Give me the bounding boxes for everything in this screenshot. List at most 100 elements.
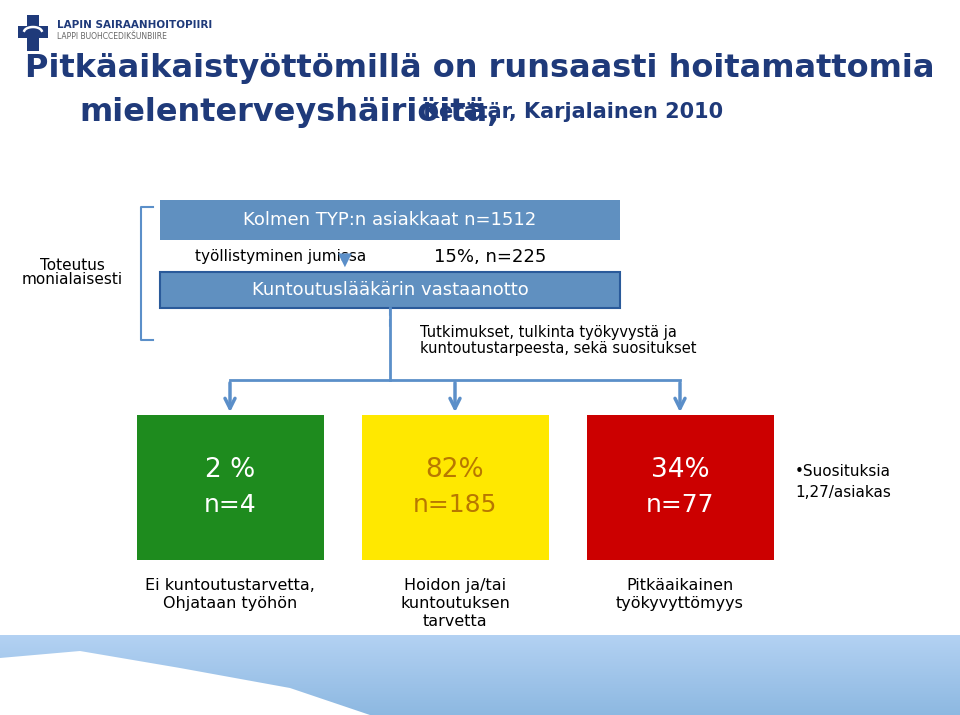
Text: kuntoutuksen: kuntoutuksen bbox=[400, 596, 510, 611]
Bar bbox=[0, 669, 960, 670]
Bar bbox=[0, 660, 960, 661]
Bar bbox=[362, 415, 548, 560]
Bar bbox=[0, 664, 960, 665]
Bar bbox=[0, 677, 960, 679]
Bar bbox=[587, 415, 774, 560]
Bar bbox=[0, 685, 960, 686]
Text: 15%, n=225: 15%, n=225 bbox=[434, 248, 546, 266]
Text: n=4: n=4 bbox=[204, 493, 256, 517]
Bar bbox=[0, 705, 960, 706]
Bar bbox=[0, 643, 960, 644]
Bar bbox=[0, 637, 960, 638]
Bar bbox=[0, 646, 960, 647]
Bar bbox=[0, 693, 960, 694]
Bar bbox=[0, 670, 960, 671]
Bar bbox=[0, 672, 960, 674]
Bar bbox=[0, 652, 960, 654]
Text: •Suosituksia
1,27/asiakas: •Suosituksia 1,27/asiakas bbox=[795, 464, 891, 500]
Text: Pitkäaikaistyöttömillä on runsaasti hoitamattomia: Pitkäaikaistyöttömillä on runsaasti hoit… bbox=[25, 52, 935, 84]
Bar bbox=[0, 650, 960, 651]
Bar bbox=[0, 676, 960, 677]
Bar bbox=[0, 713, 960, 714]
Text: LAPIN SAIRAANHOITOPIIRI: LAPIN SAIRAANHOITOPIIRI bbox=[57, 20, 212, 30]
Bar bbox=[0, 688, 960, 689]
Text: 34%: 34% bbox=[651, 457, 709, 483]
Bar bbox=[0, 645, 960, 646]
Bar bbox=[0, 680, 960, 681]
Bar bbox=[0, 662, 960, 664]
Text: n=185: n=185 bbox=[413, 493, 497, 517]
Bar bbox=[27, 15, 39, 51]
Bar bbox=[0, 638, 960, 639]
Text: n=77: n=77 bbox=[646, 493, 714, 517]
Bar bbox=[0, 655, 960, 656]
FancyBboxPatch shape bbox=[160, 272, 620, 308]
Bar bbox=[0, 666, 960, 667]
Text: Pitkäaikainen: Pitkäaikainen bbox=[626, 578, 733, 593]
Bar bbox=[0, 686, 960, 687]
Bar bbox=[0, 673, 960, 674]
Bar bbox=[0, 639, 960, 640]
Text: Toteutus: Toteutus bbox=[39, 257, 105, 272]
Bar bbox=[0, 678, 960, 679]
Bar bbox=[18, 26, 48, 38]
Bar bbox=[0, 659, 960, 660]
Bar bbox=[0, 663, 960, 664]
Bar bbox=[0, 656, 960, 657]
Bar bbox=[0, 689, 960, 690]
Bar bbox=[0, 709, 960, 710]
Bar bbox=[0, 682, 960, 684]
Bar bbox=[0, 649, 960, 650]
Bar bbox=[0, 644, 960, 645]
Bar bbox=[0, 692, 960, 694]
Text: Hoidon ja/tai: Hoidon ja/tai bbox=[404, 578, 506, 593]
Text: tarvetta: tarvetta bbox=[422, 614, 488, 629]
Bar bbox=[0, 675, 960, 676]
Text: kuntoutustarpeesta, sekä suositukset: kuntoutustarpeesta, sekä suositukset bbox=[420, 340, 697, 355]
Bar bbox=[0, 651, 960, 652]
FancyBboxPatch shape bbox=[160, 200, 620, 240]
Bar bbox=[0, 698, 960, 699]
Bar bbox=[0, 647, 960, 649]
Bar bbox=[0, 699, 960, 700]
Bar bbox=[0, 690, 960, 691]
Text: LAPPI BUOHCCEDIKŠUNBIIRE: LAPPI BUOHCCEDIKŠUNBIIRE bbox=[57, 32, 167, 41]
Bar bbox=[136, 415, 324, 560]
Bar bbox=[0, 701, 960, 702]
Text: työllistyminen jumissa: työllistyminen jumissa bbox=[195, 250, 367, 265]
Bar bbox=[0, 710, 960, 711]
Bar bbox=[0, 668, 960, 669]
Bar bbox=[0, 696, 960, 697]
Bar bbox=[0, 683, 960, 684]
Bar bbox=[0, 700, 960, 701]
Bar bbox=[0, 653, 960, 654]
Bar bbox=[0, 665, 960, 666]
Bar bbox=[0, 681, 960, 682]
Bar bbox=[0, 684, 960, 685]
Bar bbox=[0, 640, 960, 641]
Bar bbox=[0, 654, 960, 655]
Bar bbox=[0, 667, 960, 669]
Bar bbox=[0, 706, 960, 707]
Bar bbox=[0, 641, 960, 642]
Text: Kolmen TYP:n asiakkaat n=1512: Kolmen TYP:n asiakkaat n=1512 bbox=[244, 211, 537, 229]
Bar bbox=[0, 707, 960, 708]
Bar bbox=[0, 642, 960, 644]
Bar bbox=[0, 695, 960, 696]
Bar bbox=[0, 636, 960, 637]
Bar bbox=[0, 711, 960, 712]
Text: mielenterveyshäiriöitä,: mielenterveyshäiriöitä, bbox=[80, 97, 500, 127]
Bar bbox=[0, 702, 960, 703]
Bar bbox=[0, 658, 960, 659]
Bar bbox=[0, 674, 960, 675]
Bar bbox=[0, 671, 960, 672]
Bar bbox=[0, 679, 960, 680]
Text: Kerätär, Karjalainen 2010: Kerätär, Karjalainen 2010 bbox=[417, 102, 724, 122]
Text: ▼: ▼ bbox=[338, 251, 352, 269]
Text: 2 %: 2 % bbox=[204, 457, 255, 483]
Polygon shape bbox=[0, 651, 960, 715]
Text: Kuntoutuslääkärin vastaanotto: Kuntoutuslääkärin vastaanotto bbox=[252, 281, 528, 299]
Bar bbox=[0, 657, 960, 659]
Bar bbox=[0, 697, 960, 699]
Bar bbox=[0, 708, 960, 709]
